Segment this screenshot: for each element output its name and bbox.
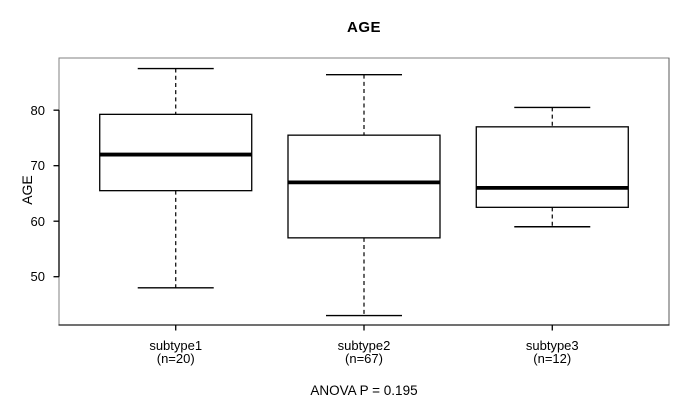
group-name: subtype2 [337, 338, 391, 353]
group-count: (n=20) [156, 351, 195, 366]
chart-title: AGE [346, 19, 381, 36]
group-name: subtype3 [525, 338, 579, 353]
group-count: (n=12) [533, 351, 572, 366]
group-count: (n=67) [345, 351, 383, 366]
y-tick-label: 50 [30, 269, 45, 285]
anova-annotation: ANOVA P = 0.195 [310, 383, 418, 398]
y-tick-label: 60 [30, 213, 45, 229]
x-axis-group-label: subtype2 (n=67) [294, 339, 434, 365]
y-tick-label: 80 [30, 102, 45, 118]
iqr-box [475, 126, 629, 208]
x-axis-group-label: subtype1 (n=20) [106, 339, 246, 365]
x-axis-group-label: subtype3 (n=12) [482, 339, 622, 365]
iqr-box [287, 134, 441, 239]
group-name: subtype1 [149, 338, 203, 353]
iqr-box [99, 113, 253, 192]
y-tick-label: 70 [30, 158, 45, 174]
